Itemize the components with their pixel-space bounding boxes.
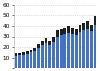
Bar — [75, 35, 78, 68]
Bar — [82, 30, 85, 68]
Bar — [18, 55, 21, 68]
Bar — [52, 37, 55, 42]
Bar — [41, 41, 44, 45]
Bar — [90, 31, 93, 68]
Bar — [26, 54, 29, 68]
Bar — [41, 45, 44, 68]
Bar — [82, 23, 85, 30]
Bar — [37, 44, 40, 48]
Bar — [64, 34, 66, 68]
Bar — [33, 48, 36, 51]
Bar — [52, 42, 55, 68]
Bar — [75, 29, 78, 35]
Bar — [71, 28, 74, 34]
Bar — [78, 32, 81, 68]
Bar — [33, 51, 36, 68]
Bar — [15, 56, 17, 68]
Bar — [67, 33, 70, 68]
Bar — [67, 26, 70, 33]
Bar — [30, 52, 32, 68]
Bar — [78, 25, 81, 32]
Bar — [71, 34, 74, 68]
Bar — [56, 30, 59, 36]
Bar — [30, 49, 32, 52]
Bar — [56, 36, 59, 68]
Bar — [94, 25, 96, 68]
Bar — [45, 43, 48, 68]
Bar — [22, 55, 25, 68]
Bar — [15, 53, 17, 56]
Bar — [94, 16, 96, 25]
Bar — [64, 27, 66, 34]
Bar — [45, 38, 48, 43]
Bar — [18, 53, 21, 55]
Bar — [60, 29, 62, 35]
Bar — [60, 35, 62, 68]
Bar — [86, 22, 89, 29]
Bar — [37, 48, 40, 68]
Bar — [48, 45, 51, 68]
Bar — [90, 25, 93, 31]
Bar — [86, 29, 89, 68]
Bar — [22, 52, 25, 55]
Bar — [26, 51, 29, 54]
Bar — [48, 41, 51, 45]
